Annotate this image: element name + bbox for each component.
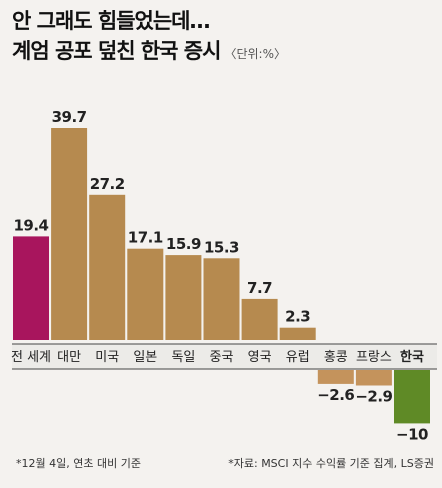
bar-7 [279,327,316,340]
category-label-0: 전 세계 [11,350,51,365]
value-label-0: 19.4 [13,216,48,234]
unit-label: 〈단위:%〉 [224,47,286,61]
category-label-6: 영국 [248,350,272,365]
bar-9 [355,370,392,386]
bar-3 [127,248,164,340]
bar-5 [203,258,240,340]
category-band [12,344,437,369]
bar-6 [241,298,278,340]
category-label-8: 홍콩 [324,350,348,365]
category-label-5: 중국 [210,350,234,365]
value-label-1: 39.7 [52,108,87,126]
bar-10 [394,370,430,424]
bar-8 [317,370,354,384]
category-label-7: 유럽 [286,350,310,365]
chart-title: 안 그래도 힘들었는데… 계엄 공포 덮친 한국 증시 〈단위:%〉 [12,6,437,69]
category-label-2: 미국 [95,350,119,365]
bar-1 [51,128,88,340]
value-label-10: −10 [396,425,428,443]
category-label-3: 일본 [133,350,157,365]
category-label-9: 프랑스 [356,350,392,365]
category-label-4: 독일 [171,350,195,365]
bar-2 [89,194,126,340]
title-line-2-text: 계엄 공포 덮친 한국 증시 [12,39,221,63]
value-label-5: 15.3 [204,238,239,256]
title-line-1: 안 그래도 힘들었는데… [12,9,211,33]
value-label-4: 15.9 [166,235,201,253]
value-label-8: −2.6 [317,386,354,404]
value-label-6: 7.7 [247,279,272,297]
bar-4 [165,255,202,340]
category-label-1: 대만 [57,350,81,365]
bar-chart: 19.4 전 세계 39.7 대만 27.2 미국 17.1 일본 15.9 독일 15.3 중국 7.… [11,108,437,443]
footnote-source: *자료: MSCI 지수 수익률 기준 집계, LS증권 [228,457,434,470]
value-label-3: 17.1 [128,229,163,247]
bar-0 [13,236,49,340]
value-label-2: 27.2 [90,175,125,193]
value-label-7: 2.3 [285,308,310,326]
title-line-2: 계엄 공포 덮친 한국 증시 〈단위:%〉 [12,36,437,69]
category-label-10: 한국 [400,349,424,365]
value-label-9: −2.9 [355,388,392,406]
footnote-date: *12월 4일, 연초 대비 기준 [16,457,141,470]
